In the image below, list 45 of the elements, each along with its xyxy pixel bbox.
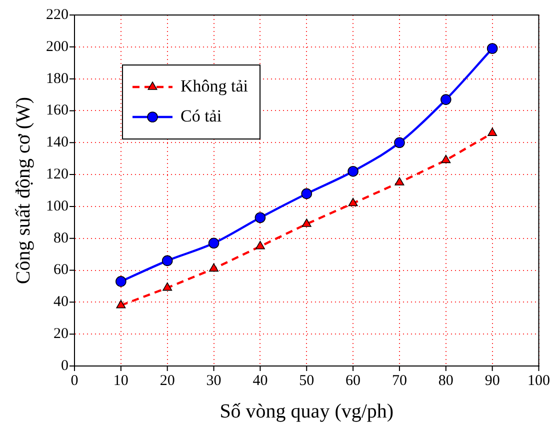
x-tick-label: 100 <box>528 372 550 389</box>
point <box>440 94 452 105</box>
point <box>301 188 312 200</box>
point <box>162 255 173 266</box>
point <box>302 218 312 227</box>
y-tick-label: 40 <box>54 294 68 310</box>
x-tick-label: 50 <box>299 372 314 389</box>
x-tick-label: 70 <box>392 372 407 389</box>
legend-label: Không tải <box>180 76 248 96</box>
y-tick-label: 100 <box>46 198 68 214</box>
point <box>394 137 405 148</box>
point <box>348 198 358 206</box>
x-axis-title: Số vòng quay (vg/ph) <box>220 400 394 422</box>
y-tick-label: 180 <box>46 70 68 87</box>
y-tick-label: 60 <box>54 262 68 278</box>
point <box>208 238 220 249</box>
x-tick-label: 30 <box>206 372 222 389</box>
point <box>486 43 498 54</box>
x-tick-label: 60 <box>346 372 361 389</box>
x-tick-label: 90 <box>484 372 500 389</box>
x-tick-label: 20 <box>160 372 175 389</box>
point <box>488 128 498 136</box>
point <box>254 212 266 224</box>
y-tick-label: 160 <box>46 102 68 119</box>
y-tick-label: 140 <box>46 134 68 151</box>
point <box>348 166 358 177</box>
legend-label: Có tải <box>180 106 222 126</box>
point <box>255 240 265 250</box>
y-axis-title: Công suất động cơ (W) <box>12 96 34 284</box>
point <box>116 300 126 308</box>
x-tick-label: 80 <box>438 372 454 389</box>
x-tick-label: 10 <box>113 372 128 389</box>
y-tick-label: 0 <box>61 358 68 374</box>
y-tick-label: 200 <box>46 38 68 55</box>
point <box>209 263 219 272</box>
y-tick-label: 20 <box>54 326 68 342</box>
point <box>394 177 404 186</box>
point <box>162 282 172 291</box>
x-tick-label: 40 <box>252 372 268 389</box>
point <box>116 276 126 287</box>
y-tick-label: 120 <box>46 166 68 182</box>
point <box>441 154 451 164</box>
y-tick-label: 220 <box>46 6 68 23</box>
x-tick-label: 0 <box>70 372 78 389</box>
y-tick-label: 80 <box>54 230 68 246</box>
